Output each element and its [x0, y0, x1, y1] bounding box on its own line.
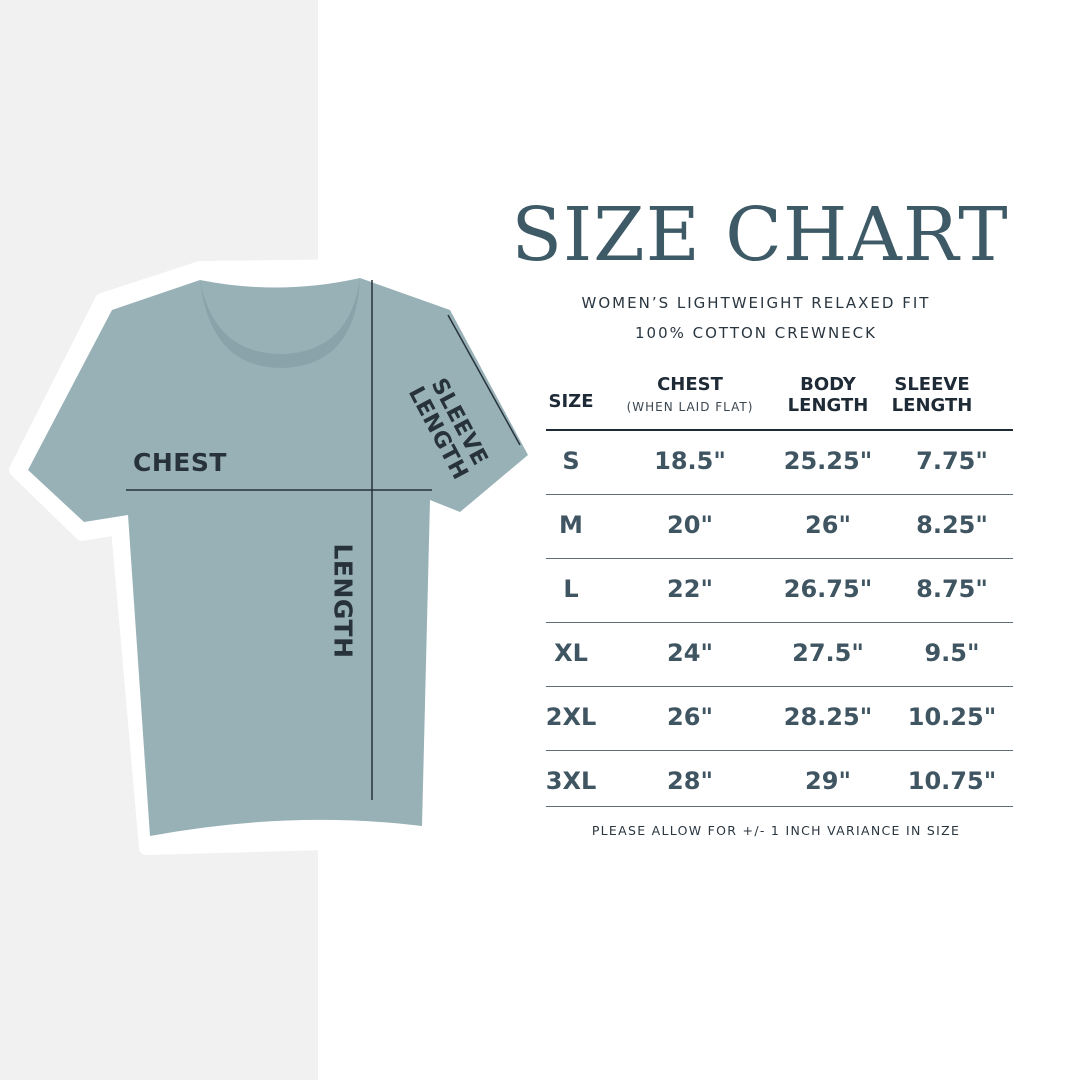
cell-chest: 24"	[667, 639, 713, 667]
header-divider	[546, 429, 1013, 431]
row-divider	[546, 750, 1013, 751]
cell-sleeve-length: 7.75"	[916, 447, 988, 475]
tshirt-collar	[200, 278, 360, 368]
header-sleeve-length-line-1: SLEEVE	[894, 374, 970, 395]
sleeve-measure-line	[447, 314, 521, 446]
cell-size: S	[562, 447, 580, 475]
row-divider	[546, 806, 1013, 807]
row-divider	[546, 558, 1013, 559]
header-body-length-line-1: BODY	[800, 374, 856, 395]
cell-sleeve-length: 10.75"	[907, 767, 997, 795]
cell-size: M	[559, 511, 583, 539]
chest-label: CHEST	[133, 448, 227, 477]
cell-size: L	[563, 575, 579, 603]
subtitle-line-2: 100% COTTON CREWNECK	[634, 324, 877, 342]
cell-chest: 20"	[667, 511, 713, 539]
variance-note: PLEASE ALLOW FOR +/- 1 INCH VARIANCE IN …	[591, 823, 961, 838]
cell-sleeve-length: 8.25"	[916, 511, 988, 539]
header-chest-label: CHEST	[657, 374, 723, 395]
cell-size: 3XL	[545, 767, 597, 795]
tshirt-illustration	[9, 259, 547, 855]
cell-chest: 18.5"	[654, 447, 726, 475]
cell-body-length: 26.75"	[783, 575, 873, 603]
page-title: SIZE CHART	[511, 192, 1009, 278]
length-label: LENGTH	[328, 543, 358, 659]
header-chest-sublabel: (WHEN LAID FLAT)	[626, 400, 754, 414]
tshirt-body	[28, 278, 528, 836]
header-sleeve-length-line-2: LENGTH	[891, 395, 973, 416]
header-sleeve-length: SLEEVE LENGTH	[872, 374, 992, 416]
cell-body-length: 25.25"	[783, 447, 873, 475]
cell-chest: 22"	[667, 575, 713, 603]
header-body-length: BODY LENGTH	[768, 374, 888, 416]
cell-size: XL	[554, 639, 588, 667]
header-size: SIZE	[548, 391, 594, 412]
cell-chest: 26"	[667, 703, 713, 731]
subtitle-line-1: WOMEN’S LIGHTWEIGHT RELAXED FIT	[581, 294, 931, 312]
row-divider	[546, 622, 1013, 623]
header-chest: CHEST (WHEN LAID FLAT)	[605, 374, 775, 418]
row-divider	[546, 686, 1013, 687]
cell-body-length: 29"	[805, 767, 851, 795]
cell-size: 2XL	[545, 703, 597, 731]
cell-sleeve-length: 8.75"	[916, 575, 988, 603]
cell-chest: 28"	[667, 767, 713, 795]
cell-body-length: 27.5"	[792, 639, 864, 667]
cell-sleeve-length: 9.5"	[924, 639, 980, 667]
row-divider	[546, 494, 1013, 495]
cell-body-length: 26"	[805, 511, 851, 539]
cell-body-length: 28.25"	[783, 703, 873, 731]
cell-sleeve-length: 10.25"	[907, 703, 997, 731]
header-body-length-line-2: LENGTH	[787, 395, 869, 416]
